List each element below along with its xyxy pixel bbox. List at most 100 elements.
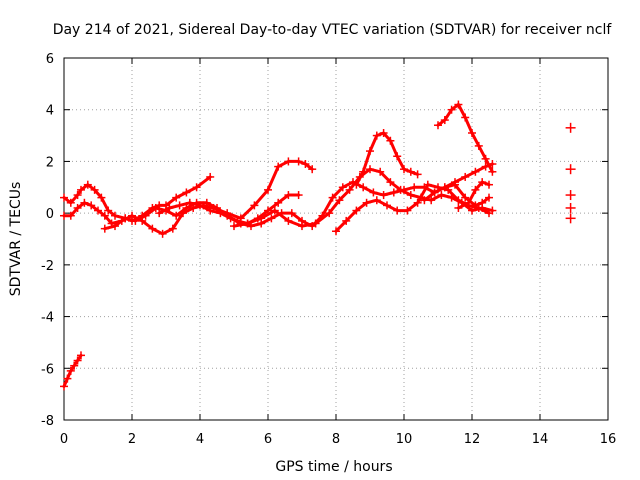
series-point (386, 136, 395, 145)
y-tick-label: -6 (41, 362, 54, 377)
series-point (165, 203, 174, 212)
series-point (202, 198, 211, 207)
data-point (565, 202, 576, 213)
series-point (393, 152, 402, 161)
series-point (94, 206, 102, 215)
series-point (73, 191, 82, 200)
series-point (451, 180, 459, 189)
series-point (90, 185, 99, 194)
series-point (413, 170, 422, 179)
series-point (97, 193, 106, 202)
y-tick-label: 4 (46, 104, 54, 119)
series-point (345, 185, 354, 194)
series-point (77, 185, 85, 194)
series-point (185, 198, 194, 207)
series-point (461, 172, 470, 181)
series-point (243, 219, 252, 228)
series-point (182, 188, 191, 197)
series-point (478, 178, 487, 187)
series-point (87, 201, 96, 210)
series-point (362, 198, 371, 207)
series-point (393, 206, 402, 215)
series-point (155, 209, 164, 218)
series-point (440, 183, 449, 192)
series-point (447, 105, 456, 114)
series-point (308, 165, 317, 174)
series-point (454, 196, 463, 205)
series-point (158, 229, 167, 238)
series-point (151, 203, 160, 212)
series-point (284, 157, 293, 166)
series-point (63, 374, 72, 383)
series-point (406, 167, 415, 176)
series-point (369, 188, 378, 197)
series-point (172, 211, 181, 220)
series-point (332, 227, 340, 236)
grid (64, 58, 608, 420)
x-tick-label: 0 (60, 432, 68, 447)
series-point (383, 201, 391, 210)
series-point (182, 203, 191, 212)
series-point (131, 216, 140, 225)
series-point (301, 160, 310, 169)
series-point (396, 185, 405, 194)
x-axis-ticks: 0 2 4 6 8 10 12 14 16 (60, 58, 616, 447)
series-point (60, 193, 68, 202)
series-point (192, 183, 201, 192)
series-point (284, 191, 293, 200)
series-point (213, 203, 221, 212)
series-point (478, 198, 487, 207)
data-points (565, 122, 576, 224)
x-tick-label: 14 (532, 432, 549, 447)
series-point (206, 172, 215, 181)
series-s4 (103, 193, 301, 231)
series-point (366, 165, 374, 174)
series-point (440, 116, 449, 125)
series-point (66, 198, 75, 207)
series-s6 (232, 167, 494, 228)
series-point (352, 180, 361, 189)
series-point (111, 222, 119, 231)
series-point (284, 216, 293, 225)
series-point (172, 193, 181, 202)
series-point (230, 222, 238, 231)
x-tick-label: 16 (600, 432, 617, 447)
series-point (104, 206, 113, 215)
series-point (464, 198, 473, 207)
series-point (420, 196, 429, 205)
series-point (274, 162, 283, 171)
series-point (372, 131, 381, 140)
series-point (461, 113, 470, 122)
series-point (427, 196, 436, 205)
series-point (468, 206, 476, 215)
series-point (175, 201, 184, 210)
y-tick-label: -8 (41, 414, 54, 429)
series-point (267, 214, 276, 223)
series-point (338, 183, 347, 192)
series-point (294, 157, 303, 166)
series-point (73, 203, 82, 212)
series-point (100, 211, 109, 220)
series-point (437, 191, 446, 200)
series-point (73, 356, 82, 365)
series-point (471, 201, 480, 210)
series-point (342, 216, 351, 225)
series-point (250, 201, 259, 210)
series-point (379, 128, 388, 137)
series-point (474, 141, 483, 150)
series-point (100, 224, 109, 233)
series-point (386, 178, 395, 187)
series-point (80, 198, 89, 207)
series-point (359, 183, 368, 192)
series-point (121, 214, 130, 223)
x-tick-label: 8 (332, 432, 340, 447)
y-tick-label: 6 (46, 52, 54, 67)
x-tick-label: 10 (396, 432, 413, 447)
series-point (77, 351, 85, 360)
series-point (410, 183, 419, 192)
x-tick-label: 2 (128, 432, 136, 447)
chart-title: Day 214 of 2021, Sidereal Day-to-day VTE… (53, 22, 613, 38)
series-point (376, 167, 385, 176)
data-point (565, 213, 576, 224)
